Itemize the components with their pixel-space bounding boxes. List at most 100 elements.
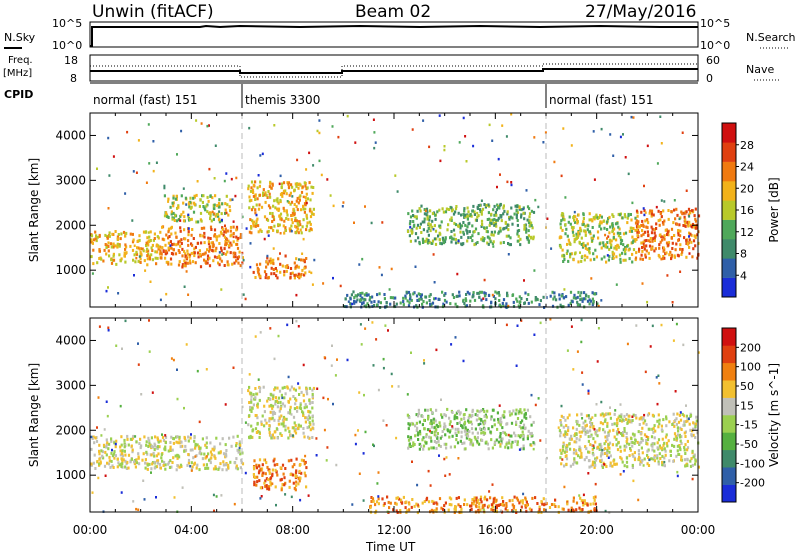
echo-cell <box>172 204 175 208</box>
echo-cell <box>411 209 414 213</box>
echo-cell <box>678 217 681 221</box>
echo-cell <box>674 248 677 252</box>
echo-cell <box>305 257 308 260</box>
echo-cell <box>302 414 305 417</box>
echo-cell <box>93 238 96 242</box>
echo-cell <box>559 431 562 435</box>
echo-cell <box>377 471 380 474</box>
echo-cell <box>402 303 405 307</box>
echo-cell <box>538 508 541 512</box>
echo-cell <box>627 172 630 176</box>
echo-cell <box>471 239 474 243</box>
echo-cell <box>150 471 152 474</box>
echo-cell <box>449 236 452 240</box>
echo-cell <box>189 465 192 468</box>
echo-cell <box>255 463 258 467</box>
echo-cell <box>614 409 617 412</box>
echo-cell <box>123 254 126 258</box>
echo-cell <box>559 434 562 438</box>
echo-cell <box>412 214 415 217</box>
echo-cell <box>593 178 596 181</box>
colorbar-swatch <box>722 258 736 278</box>
echo-cell <box>189 206 192 210</box>
echo-cell <box>278 409 281 413</box>
echo-cell <box>630 437 633 441</box>
echo-cell <box>690 240 693 244</box>
echo-cell <box>244 421 247 424</box>
echo-cell <box>414 239 417 243</box>
echo-cell <box>561 254 564 258</box>
echo-cell <box>430 419 433 423</box>
echo-cell <box>584 424 587 428</box>
echo-cell <box>426 210 429 214</box>
echo-cell <box>302 393 305 397</box>
echo-cell <box>295 257 298 261</box>
echo-cell <box>394 501 397 505</box>
echo-cell <box>594 482 597 486</box>
echo-cell <box>179 214 182 218</box>
echo-cell <box>112 242 115 246</box>
echo-cell <box>630 226 633 230</box>
echo-cell <box>309 215 313 219</box>
echo-cell <box>445 456 448 459</box>
echo-cell <box>298 393 301 396</box>
echo-cell <box>637 230 640 234</box>
echo-cell <box>631 432 635 436</box>
echo-cell <box>277 257 280 261</box>
echo-cell <box>428 435 431 439</box>
echo-cell <box>206 254 210 258</box>
echo-cell <box>638 423 641 426</box>
echo-cell <box>510 412 513 416</box>
echo-cell <box>476 207 479 210</box>
echo-cell <box>559 421 562 425</box>
echo-cell <box>510 181 513 184</box>
echo-cell <box>164 243 167 247</box>
echo-cell <box>491 242 494 246</box>
echo-cell <box>688 231 691 235</box>
echo-cell <box>159 256 162 260</box>
echo-cell <box>277 223 280 227</box>
echo-cell <box>443 504 446 508</box>
echo-cell <box>676 433 680 437</box>
echo-cell <box>295 265 298 269</box>
echo-cell <box>370 496 373 499</box>
echo-cell <box>582 220 585 224</box>
echo-cell <box>411 422 415 426</box>
echo-cell <box>91 437 94 440</box>
echo-cell <box>510 445 513 449</box>
echo-cell <box>634 221 638 225</box>
echo-cell <box>290 200 294 204</box>
echo-cell <box>268 427 271 431</box>
echo-cell <box>299 223 302 227</box>
echo-cell <box>586 242 589 246</box>
echo-cell <box>135 256 138 260</box>
echo-cell <box>666 274 669 277</box>
echo-cell <box>209 214 212 218</box>
echo-cell <box>103 248 106 252</box>
echo-cell <box>626 221 629 225</box>
echo-cell <box>612 459 615 463</box>
echo-cell <box>283 404 286 408</box>
echo-cell <box>616 243 619 247</box>
echo-cell <box>523 408 526 412</box>
echo-cell <box>434 213 437 217</box>
echo-cell <box>281 418 285 422</box>
echo-cell <box>141 458 144 462</box>
echo-cell <box>589 425 592 429</box>
echo-cell <box>268 424 271 427</box>
echo-cell <box>495 498 498 502</box>
echo-cell <box>264 276 267 280</box>
echo-cell <box>193 247 196 251</box>
echo-cell <box>262 471 265 475</box>
echo-cell <box>564 196 567 199</box>
echo-cell <box>661 437 664 441</box>
echo-cell <box>499 503 502 507</box>
echo-cell <box>139 446 142 450</box>
echo-cell <box>143 259 146 263</box>
echo-cell <box>663 256 666 260</box>
echo-cell <box>129 437 132 441</box>
echo-cell <box>302 218 305 222</box>
echo-cell <box>491 293 494 297</box>
echo-cell <box>137 452 140 456</box>
echo-cell <box>427 415 430 419</box>
